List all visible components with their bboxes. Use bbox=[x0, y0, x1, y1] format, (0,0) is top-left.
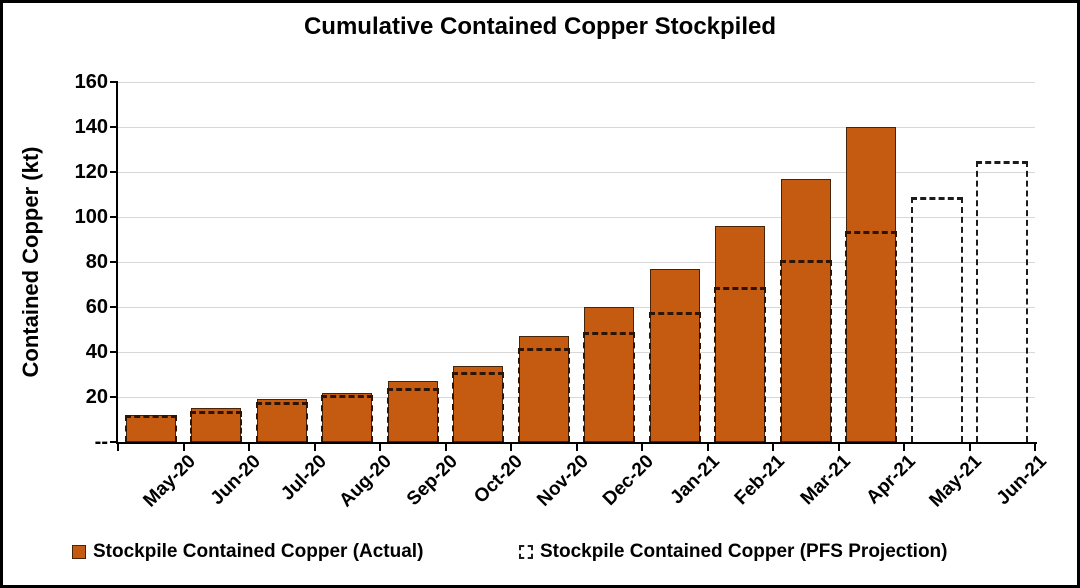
bar-actual-mar-21 bbox=[780, 178, 831, 442]
bar-projection-jul-20 bbox=[255, 401, 308, 442]
bar-projection-nov-20 bbox=[517, 347, 570, 442]
x-tick-5 bbox=[444, 444, 447, 451]
bar-projection-aug-20 bbox=[321, 394, 374, 442]
x-tick-14 bbox=[1034, 444, 1036, 451]
y-tick-label-60: 60 bbox=[85, 296, 108, 318]
bar-projection-jun-20 bbox=[190, 410, 243, 442]
x-tick-11 bbox=[837, 444, 840, 451]
y-axis-title: Contained Copper (kt) bbox=[18, 146, 43, 378]
x-tick-12 bbox=[903, 444, 905, 451]
x-tick-1 bbox=[182, 444, 185, 451]
y-tick-label-100: 100 bbox=[74, 206, 108, 228]
y-tick-80 bbox=[110, 261, 118, 263]
legend-label-projection: Stockpile Contained Copper (PFS Projecti… bbox=[540, 541, 948, 562]
y-axis-line bbox=[116, 82, 118, 444]
legend-item-actual: Stockpile Contained Copper (Actual) bbox=[72, 541, 423, 563]
y-tick-label-140: 140 bbox=[74, 116, 108, 138]
gridline-60 bbox=[118, 307, 1035, 308]
y-tick-label-20: 20 bbox=[85, 386, 108, 408]
gridline-140 bbox=[118, 127, 1035, 128]
gridline-40 bbox=[118, 352, 1035, 353]
y-tick-label-40: 40 bbox=[85, 341, 108, 363]
x-tick-4 bbox=[379, 444, 381, 451]
bar-projection-may-20 bbox=[124, 415, 177, 442]
x-tick-7 bbox=[575, 444, 578, 451]
gridline-20 bbox=[118, 397, 1035, 398]
bar-projection-mar-21 bbox=[779, 259, 832, 442]
projection-series-swatch-icon bbox=[519, 545, 533, 559]
x-tick-2 bbox=[248, 444, 250, 451]
gridline-100 bbox=[118, 217, 1035, 218]
y-tick-100 bbox=[110, 216, 118, 218]
bar-actual-dec-20 bbox=[584, 307, 635, 442]
bar-projection-sep-20 bbox=[386, 388, 439, 442]
bar-projection-may-21 bbox=[910, 196, 963, 442]
bar-actual-oct-20 bbox=[453, 365, 504, 442]
x-tick-6 bbox=[510, 444, 512, 451]
x-tick-0 bbox=[117, 444, 119, 451]
legend-item-projection: Stockpile Contained Copper (PFS Projecti… bbox=[519, 541, 947, 563]
bar-projection-oct-20 bbox=[452, 372, 505, 442]
y-tick-label---: -- bbox=[94, 431, 108, 453]
x-axis-line bbox=[116, 442, 1037, 444]
bar-projection-apr-21 bbox=[845, 230, 898, 442]
x-tick-13 bbox=[968, 444, 971, 451]
gridline-120 bbox=[118, 172, 1035, 173]
x-tick-3 bbox=[313, 444, 316, 451]
gridline-80 bbox=[118, 262, 1035, 263]
legend-label-actual: Stockpile Contained Copper (Actual) bbox=[93, 541, 424, 562]
y-tick-label-80: 80 bbox=[85, 251, 108, 273]
legend: Stockpile Contained Copper (Actual) Stoc… bbox=[0, 541, 1080, 565]
y-tick-label-120: 120 bbox=[74, 161, 108, 183]
y-tick-label-160: 160 bbox=[74, 71, 108, 93]
gridline-160 bbox=[118, 82, 1035, 83]
x-tick-9 bbox=[706, 444, 709, 451]
bar-projection-feb-21 bbox=[714, 286, 767, 442]
y-tick-140 bbox=[110, 126, 118, 128]
y-tick-120 bbox=[110, 171, 118, 173]
x-tick-8 bbox=[641, 444, 643, 451]
chart-title: Cumulative Contained Copper Stockpiled bbox=[303, 13, 777, 40]
bar-actual-apr-21 bbox=[846, 127, 897, 442]
y-tick-40 bbox=[110, 351, 118, 353]
actual-series-swatch-icon bbox=[72, 545, 86, 559]
y-tick-0 bbox=[110, 441, 118, 443]
bar-projection-jun-21 bbox=[976, 160, 1029, 442]
y-tick-60 bbox=[110, 306, 118, 308]
bar-projection-dec-20 bbox=[583, 331, 636, 442]
y-tick-20 bbox=[110, 396, 118, 398]
y-tick-160 bbox=[110, 81, 118, 83]
x-tick-10 bbox=[772, 444, 774, 451]
bar-projection-jan-21 bbox=[648, 311, 701, 442]
